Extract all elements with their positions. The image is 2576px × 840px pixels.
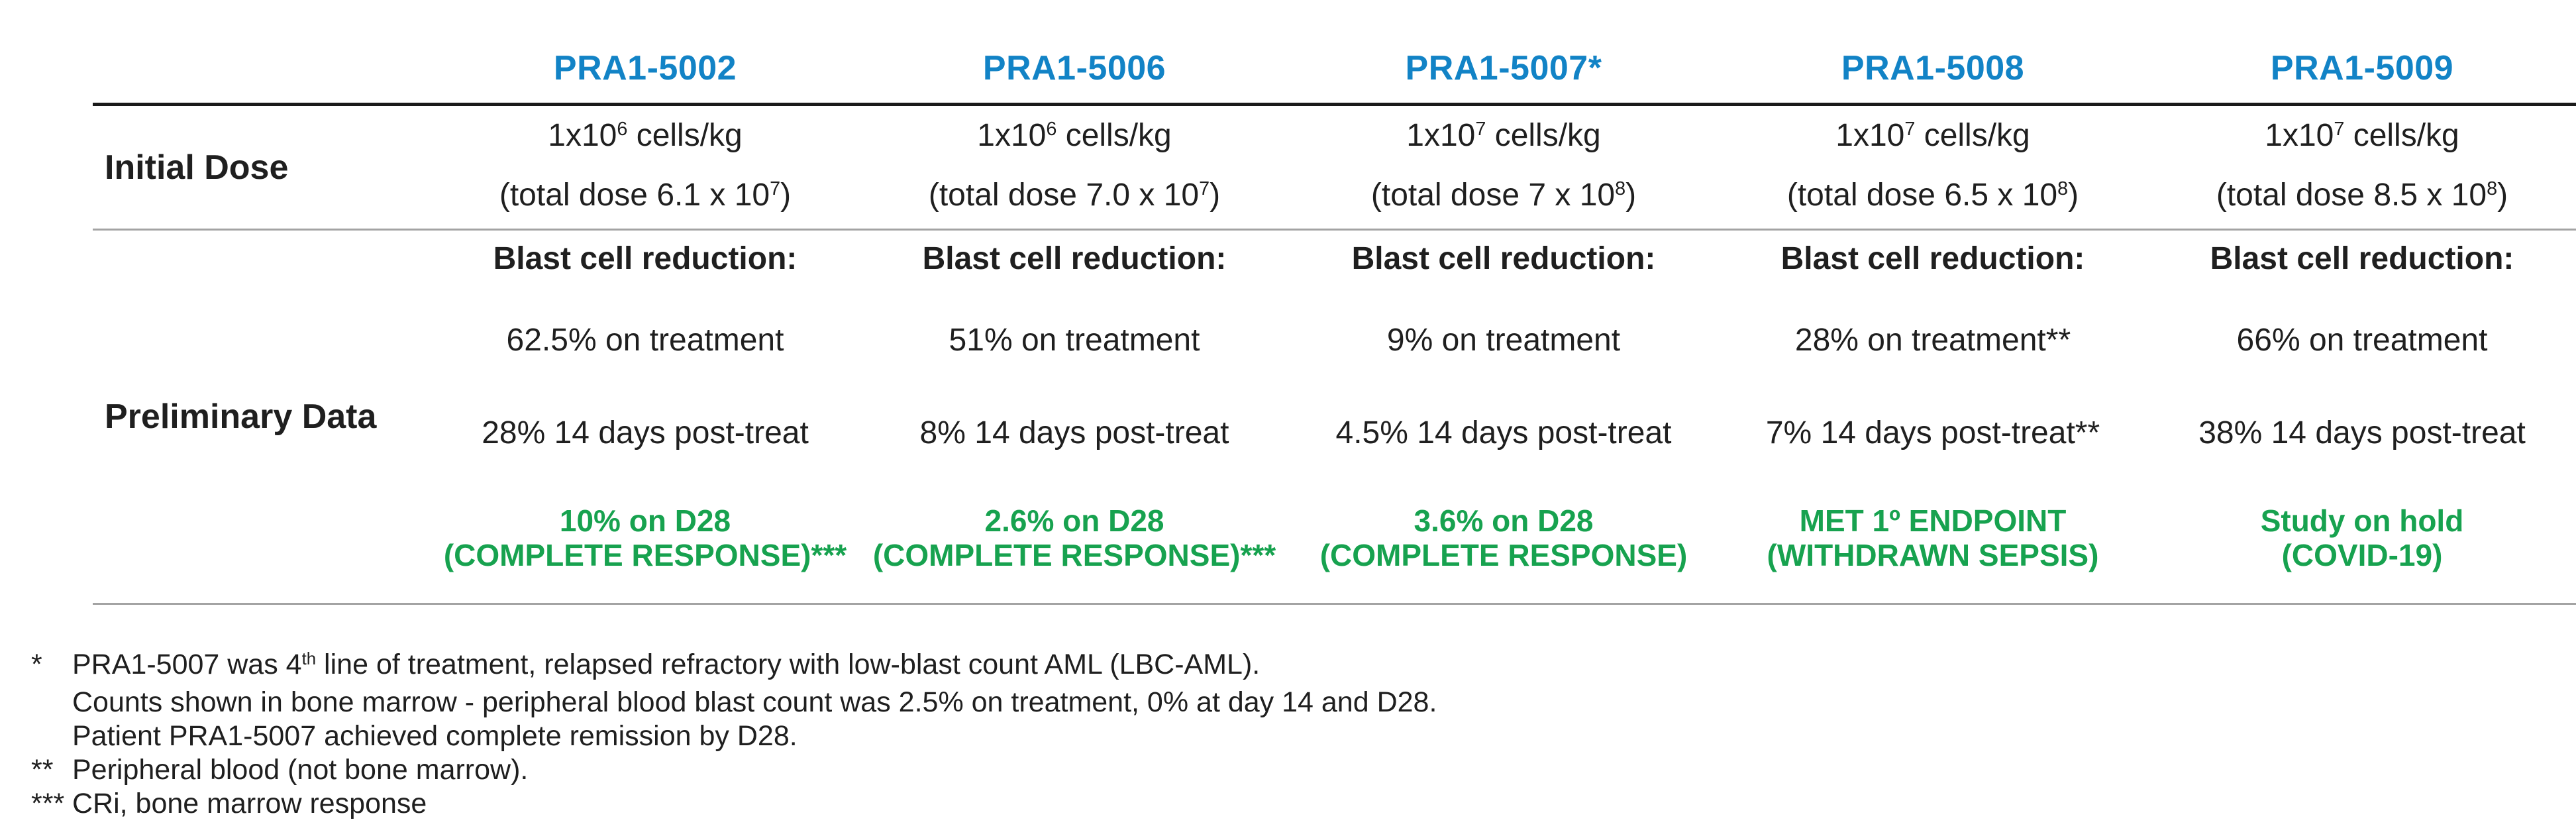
footnote-1: * PRA1-5007 was 4th line of treatment, r… — [28, 648, 1437, 753]
footnote-3: *** CRi, bone marrow response — [28, 787, 1437, 821]
blast-reduction-heading: Blast cell reduction: — [493, 241, 798, 276]
outcome-result: MET 1º ENDPOINT (WITHDRAWN SEPSIS) — [1718, 472, 2147, 603]
post-treatment-value: 4.5% 14 days post-treat — [1335, 415, 1672, 450]
dose-total: (total dose 7 x 108) — [1370, 177, 1637, 213]
dose-total: (total dose 6.1 x 107) — [499, 177, 792, 213]
outcome-result: 2.6% on D28 (COMPLETE RESPONSE)*** — [860, 472, 1289, 603]
outcome-line2: (COMPLETE RESPONSE)*** — [872, 537, 1276, 572]
dose-cell-pra1-5002: 1x106 cells/kg (total dose 6.1 x 107) — [431, 106, 860, 229]
footnote-2: ** Peripheral blood (not bone marrow). — [28, 753, 1437, 787]
outcome-result: 3.6% on D28 (COMPLETE RESPONSE) — [1289, 472, 1718, 603]
outcome-line2: (COMPLETE RESPONSE) — [1319, 537, 1688, 572]
dose-total: (total dose 6.5 x 108) — [1786, 177, 2079, 213]
footnote-3-line1: CRi, bone marrow response — [72, 788, 427, 819]
footnote-2-text: Peripheral blood (not bone marrow). — [72, 753, 1437, 787]
preliminary-data-row: Preliminary Data Blast cell reduction: 6… — [93, 231, 2576, 605]
footnote-3-text: CRi, bone marrow response — [72, 787, 1437, 821]
footnote-3-marker: *** — [31, 788, 65, 819]
blast-reduction-heading: Blast cell reduction: — [1351, 241, 1656, 276]
outcome-line2: (WITHDRAWN SEPSIS) — [1767, 537, 2099, 572]
outcome-result: Study on hold (COVID-19) — [2147, 472, 2576, 603]
on-treatment-value: 9% on treatment — [1386, 322, 1621, 358]
prelim-cell-pra1-5006: Blast cell reduction: 51% on treatment 8… — [860, 231, 1289, 603]
outcome-line2: (COVID-19) — [2281, 537, 2443, 572]
outcome-line1: 3.6% on D28 — [1414, 503, 1594, 538]
footnote-1-marker: * — [31, 649, 42, 680]
patient-results-table: PRA1-5002 PRA1-5006 PRA1-5007* PRA1-5008… — [93, 0, 2576, 605]
dose-cell-pra1-5008: 1x107 cells/kg (total dose 6.5 x 108) — [1718, 106, 2147, 229]
column-header-pra1-5002: PRA1-5002 — [553, 49, 737, 87]
on-treatment-value: 62.5% on treatment — [506, 322, 784, 358]
dose-per-kg: 1x107 cells/kg — [1406, 117, 1601, 153]
dose-cell-pra1-5007: 1x107 cells/kg (total dose 7 x 108) — [1289, 106, 1718, 229]
prelim-cell-pra1-5007: Blast cell reduction: 9% on treatment 4.… — [1289, 231, 1718, 603]
post-treatment-value: 7% 14 days post-treat** — [1765, 415, 2100, 450]
outcome-line2: (COMPLETE RESPONSE)*** — [443, 537, 847, 572]
outcome-result: 10% on D28 (COMPLETE RESPONSE)*** — [431, 472, 860, 603]
dose-cell-pra1-5009: 1x107 cells/kg (total dose 8.5 x 108) — [2147, 106, 2576, 229]
dose-per-kg: 1x107 cells/kg — [2265, 117, 2459, 153]
blast-reduction-heading: Blast cell reduction: — [1780, 241, 2085, 276]
row-label-preliminary-data: Preliminary Data — [105, 397, 377, 436]
row-label-initial-dose: Initial Dose — [105, 148, 289, 187]
footnote-1-line1: PRA1-5007 was 4th line of treatment, rel… — [72, 649, 1261, 680]
column-header-pra1-5009: PRA1-5009 — [2270, 49, 2454, 87]
dose-per-kg: 1x107 cells/kg — [1835, 117, 2030, 153]
on-treatment-value: 66% on treatment — [2236, 322, 2488, 358]
column-header-pra1-5006: PRA1-5006 — [982, 49, 1166, 87]
dose-total: (total dose 8.5 x 108) — [2216, 177, 2508, 213]
outcome-line1: MET 1º ENDPOINT — [1799, 503, 2067, 538]
post-treatment-value: 38% 14 days post-treat — [2198, 415, 2526, 450]
initial-dose-row: Initial Dose 1x106 cells/kg (total dose … — [93, 106, 2576, 231]
blast-reduction-heading: Blast cell reduction: — [2210, 241, 2514, 276]
column-header-pra1-5007: PRA1-5007* — [1405, 49, 1602, 87]
prelim-cell-pra1-5009: Blast cell reduction: 66% on treatment 3… — [2147, 231, 2576, 603]
dose-per-kg: 1x106 cells/kg — [977, 117, 1172, 153]
dose-total: (total dose 7.0 x 107) — [928, 177, 1221, 213]
dose-cell-pra1-5006: 1x106 cells/kg (total dose 7.0 x 107) — [860, 106, 1289, 229]
on-treatment-value: 28% on treatment** — [1794, 322, 2071, 358]
footnote-1-line2: Counts shown in bone marrow - peripheral… — [72, 686, 1437, 718]
prelim-cell-pra1-5002: Blast cell reduction: 62.5% on treatment… — [431, 231, 860, 603]
prelim-cell-pra1-5008: Blast cell reduction: 28% on treatment**… — [1718, 231, 2147, 603]
outcome-line1: 10% on D28 — [559, 503, 731, 538]
footnote-2-marker: ** — [31, 754, 54, 786]
table-header-row: PRA1-5002 PRA1-5006 PRA1-5007* PRA1-5008… — [93, 0, 2576, 106]
footnote-2-line1: Peripheral blood (not bone marrow). — [72, 754, 529, 786]
outcome-line1: Study on hold — [2260, 503, 2464, 538]
blast-reduction-heading: Blast cell reduction: — [922, 241, 1227, 276]
on-treatment-value: 51% on treatment — [949, 322, 1200, 358]
column-header-pra1-5008: PRA1-5008 — [1841, 49, 2025, 87]
footnote-1-text: PRA1-5007 was 4th line of treatment, rel… — [72, 648, 1437, 753]
post-treatment-value: 8% 14 days post-treat — [919, 415, 1229, 450]
post-treatment-value: 28% 14 days post-treat — [482, 415, 809, 450]
footnotes: * PRA1-5007 was 4th line of treatment, r… — [28, 648, 1437, 821]
footnote-1-line3: Patient PRA1-5007 achieved complete remi… — [72, 720, 798, 752]
outcome-line1: 2.6% on D28 — [984, 503, 1164, 538]
corner-cell — [93, 0, 431, 103]
dose-per-kg: 1x106 cells/kg — [548, 117, 743, 153]
